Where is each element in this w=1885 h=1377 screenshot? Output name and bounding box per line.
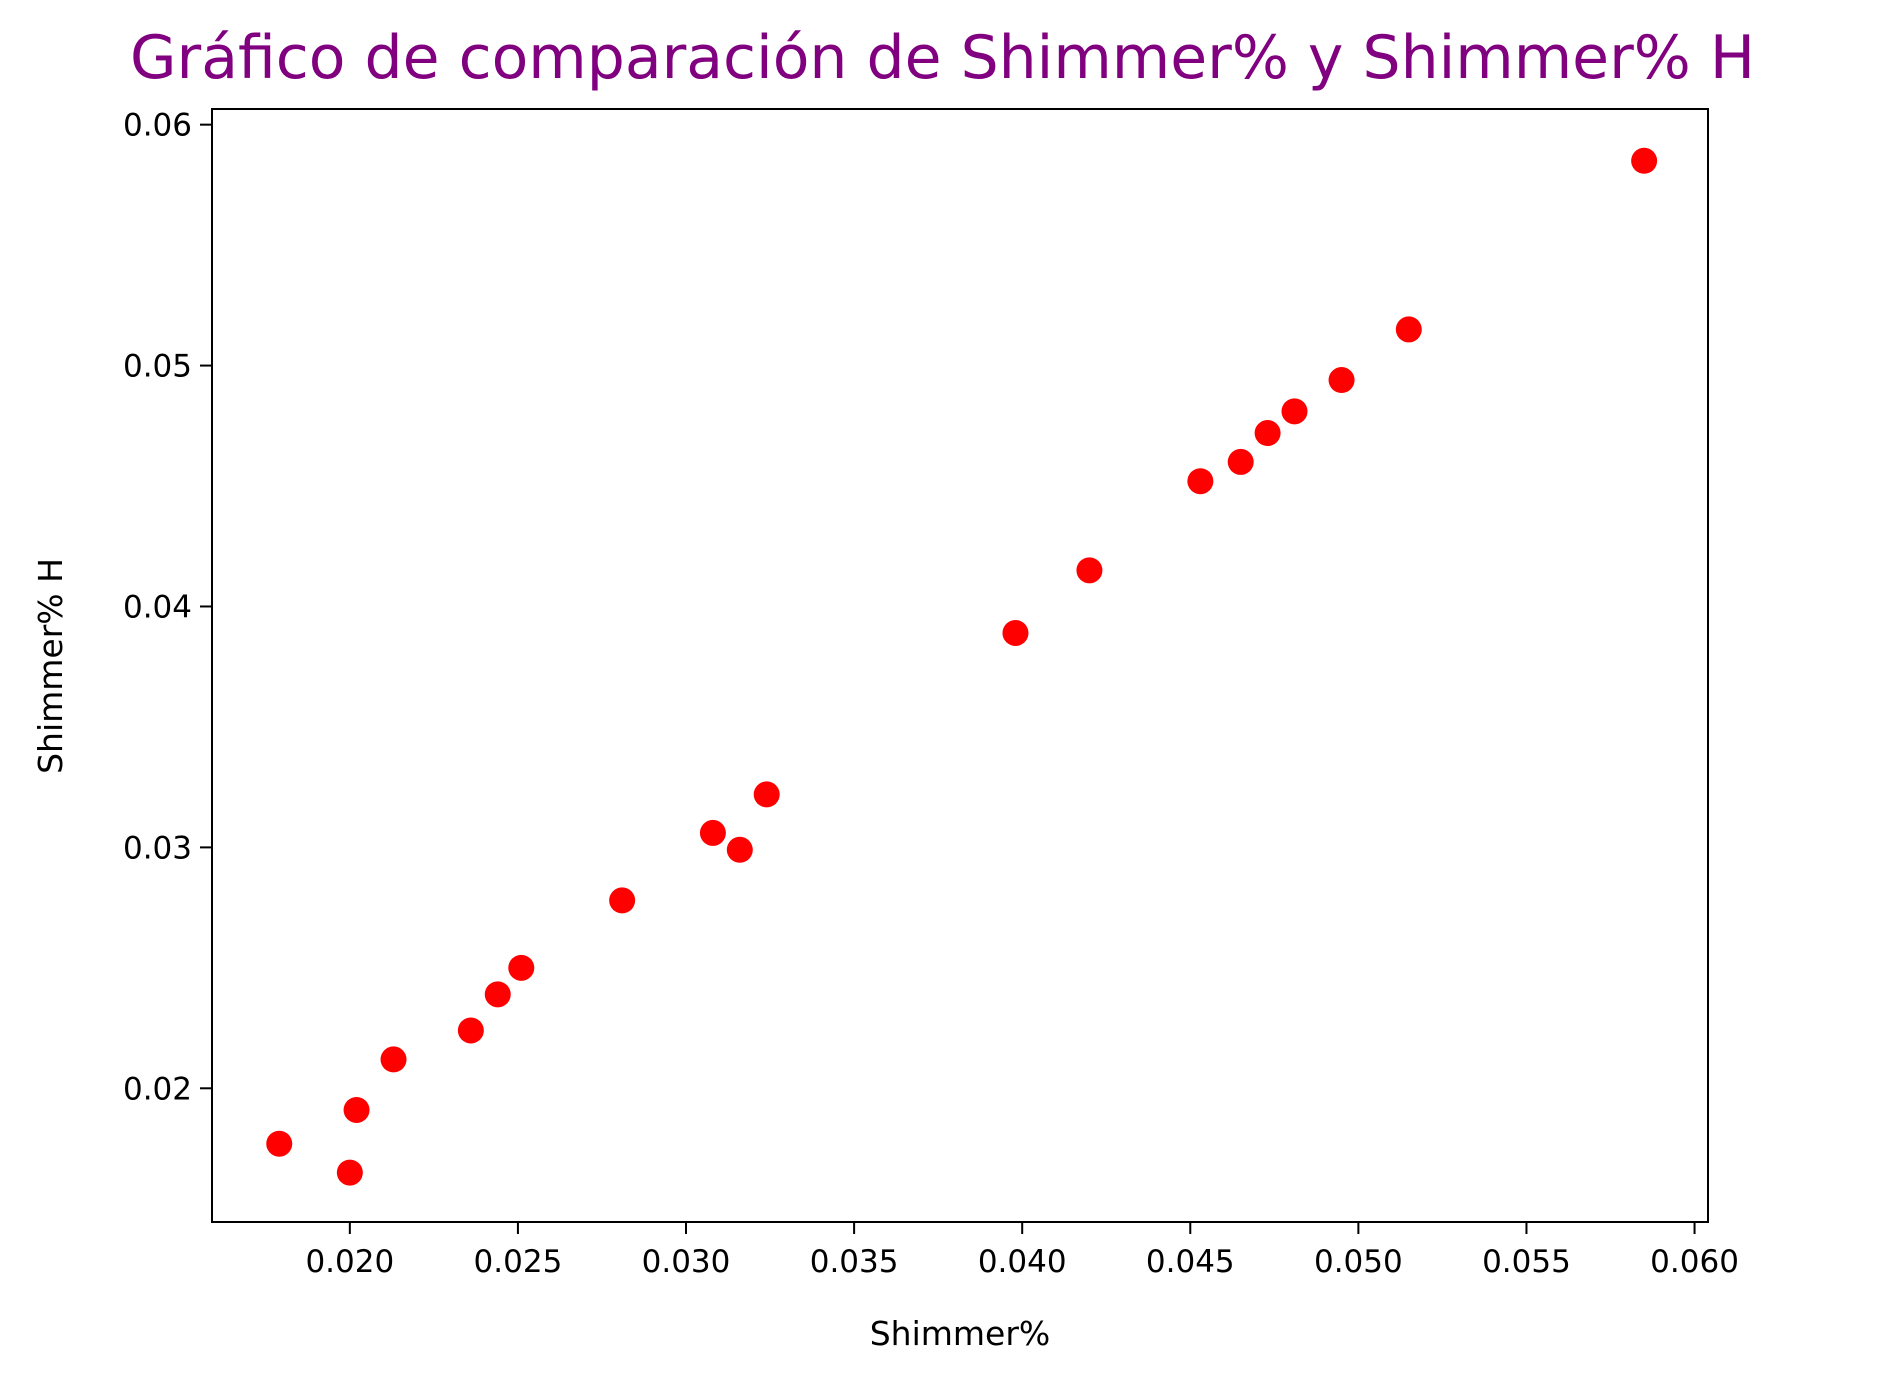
data-point — [380, 1046, 407, 1073]
data-point — [484, 981, 511, 1008]
data-point — [609, 887, 636, 914]
x-tick-label: 0.040 — [978, 1244, 1067, 1280]
x-axis-label: Shimmer% — [870, 1314, 1051, 1353]
data-point — [1187, 468, 1214, 495]
x-tick-label: 0.045 — [1146, 1244, 1235, 1280]
data-point — [336, 1159, 363, 1186]
data-point — [753, 781, 780, 808]
plot-frame — [211, 108, 1709, 1223]
data-point — [1281, 398, 1308, 425]
data-point — [1002, 619, 1029, 646]
x-tick-label: 0.050 — [1314, 1244, 1403, 1280]
y-axis-ticks: 0.02 0.03 0.04 0.05 0.06 — [123, 108, 212, 1107]
y-tick-label: 0.05 — [123, 349, 192, 385]
data-point — [266, 1130, 293, 1157]
x-tick-label: 0.060 — [1650, 1244, 1739, 1280]
data-point — [726, 836, 753, 863]
x-tick-label: 0.025 — [474, 1244, 563, 1280]
x-axis-ticks: 0.020 0.025 0.030 0.035 0.040 0.045 0.050 0.055… — [305, 1222, 1739, 1280]
x-tick-label: 0.030 — [642, 1244, 731, 1280]
x-tick-label: 0.020 — [305, 1244, 394, 1280]
data-point — [699, 819, 726, 846]
data-point — [1254, 420, 1281, 447]
y-tick-label: 0.03 — [123, 830, 192, 866]
y-tick-label: 0.06 — [123, 108, 192, 144]
data-point — [1328, 367, 1355, 394]
y-tick-label: 0.04 — [123, 589, 192, 625]
data-point — [1076, 557, 1103, 584]
y-axis-label: Shimmer% H — [31, 558, 70, 774]
y-tick-label: 0.02 — [123, 1071, 192, 1107]
data-point — [508, 954, 535, 981]
chart-title: Gráfico de comparación de Shimmer% y Shi… — [130, 23, 1755, 93]
data-point — [1395, 316, 1422, 343]
x-tick-label: 0.035 — [810, 1244, 899, 1280]
data-point — [1631, 147, 1658, 174]
x-tick-label: 0.055 — [1482, 1244, 1571, 1280]
data-points — [266, 147, 1658, 1186]
data-point — [343, 1096, 370, 1123]
data-point — [1227, 448, 1254, 475]
data-point — [457, 1017, 484, 1044]
